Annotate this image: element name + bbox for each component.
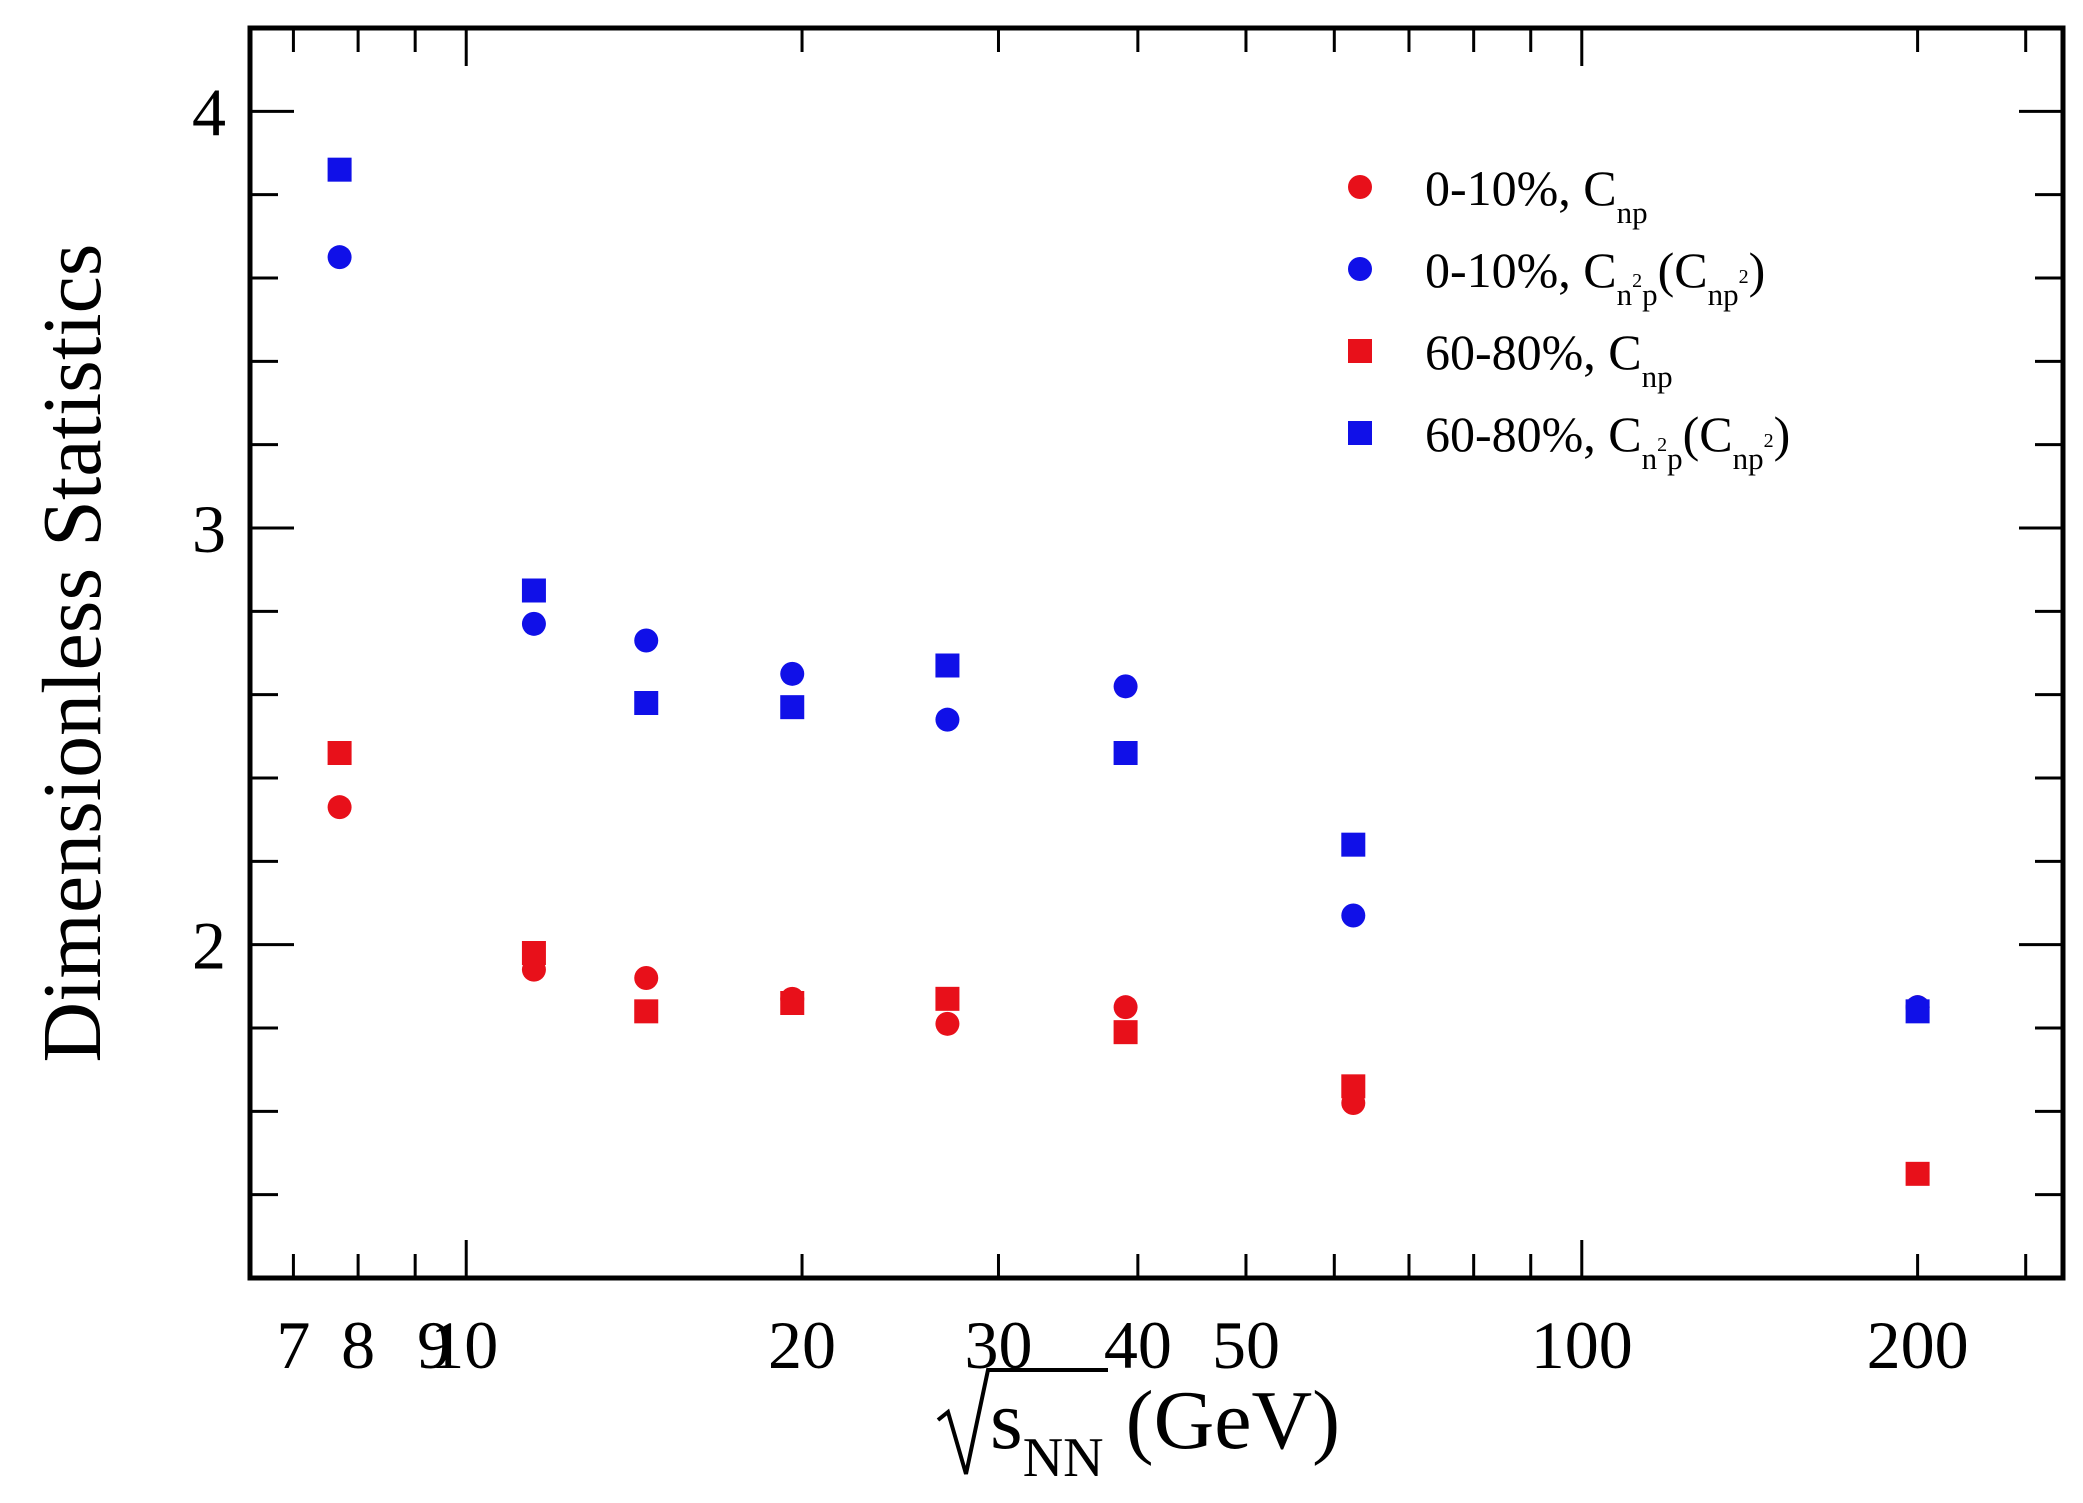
series-1-point-4 bbox=[935, 707, 960, 732]
series-3-point-7 bbox=[1905, 999, 1930, 1024]
legend-marker-0 bbox=[1348, 175, 1372, 199]
legend-label-2: 60-80%, Cnp bbox=[1425, 324, 1673, 394]
y-tick-label-4: 4 bbox=[192, 74, 226, 150]
x-axis-label: sNN (GeV) bbox=[936, 1368, 1340, 1489]
legend-label-1: 0-10%, Cn2p(Cnp2) bbox=[1425, 242, 1765, 312]
series-3-point-4 bbox=[935, 653, 960, 678]
series-1-point-1 bbox=[521, 611, 546, 636]
legend-marker-2 bbox=[1348, 339, 1372, 363]
x-tick-label-100: 100 bbox=[1531, 1307, 1633, 1383]
x-tick-label-50: 50 bbox=[1212, 1307, 1280, 1383]
legend-label-3: 60-80%, Cn2p(Cnp2) bbox=[1425, 406, 1790, 476]
x-axis-unit: (GeV) bbox=[1126, 1374, 1341, 1467]
marks-layer bbox=[327, 157, 1930, 1186]
series-3-point-5 bbox=[1113, 741, 1138, 765]
legend-label-0: 0-10%, Cnp bbox=[1425, 160, 1648, 230]
series-2-point-3 bbox=[780, 991, 805, 1015]
series-2-point-0 bbox=[327, 741, 352, 765]
series-3-point-1 bbox=[521, 578, 546, 603]
series-3-point-2 bbox=[634, 691, 659, 715]
y-axis-label: Dimensionless Statistics bbox=[26, 244, 119, 1063]
series-1-point-6 bbox=[1341, 903, 1366, 928]
x-tick-label-9: 9 bbox=[417, 1307, 451, 1383]
series-0-point-0 bbox=[327, 795, 352, 820]
series-1-point-2 bbox=[634, 628, 659, 653]
series-0-point-2 bbox=[634, 966, 659, 990]
x-tick-label-40: 40 bbox=[1104, 1307, 1172, 1383]
ticks-layer bbox=[250, 28, 2063, 1278]
series-0-point-5 bbox=[1113, 995, 1138, 1020]
x-axis-label-text: sNN (GeV) bbox=[990, 1374, 1340, 1489]
series-0-point-4 bbox=[935, 1011, 960, 1036]
series-2-point-4 bbox=[935, 986, 960, 1011]
y-tick-label-2: 2 bbox=[192, 908, 226, 984]
x-tick-label-8: 8 bbox=[341, 1307, 375, 1383]
legend: 0-10%, Cnp 0-10%, Cn2p(Cnp2) 60-80%, Cnp 60… bbox=[1348, 160, 1790, 476]
legend-marker-1 bbox=[1348, 257, 1372, 281]
series-1-point-5 bbox=[1113, 674, 1138, 699]
x-tick-label-200: 200 bbox=[1867, 1307, 1969, 1383]
legend-marker-3 bbox=[1348, 421, 1372, 445]
series-1-point-0 bbox=[327, 245, 352, 270]
series-2-point-2 bbox=[634, 999, 659, 1024]
x-tick-label-20: 20 bbox=[768, 1307, 836, 1383]
series-1-point-3 bbox=[780, 661, 805, 686]
series-2-point-6 bbox=[1341, 1074, 1366, 1099]
series-3-point-3 bbox=[780, 695, 805, 720]
plot-area-frame bbox=[247, 25, 2066, 1281]
x-tick-label-7: 7 bbox=[276, 1307, 310, 1383]
x-axis-radicand: s bbox=[990, 1374, 1023, 1467]
series-3-point-6 bbox=[1341, 832, 1366, 857]
series-2-point-7 bbox=[1905, 1161, 1930, 1186]
radical-sign bbox=[936, 1368, 1108, 1475]
y-tick-label-3: 3 bbox=[192, 491, 226, 567]
x-tick-label-10: 10 bbox=[430, 1307, 498, 1383]
series-2-point-5 bbox=[1113, 1020, 1138, 1045]
series-2-point-1 bbox=[521, 941, 546, 965]
series-3-point-0 bbox=[327, 157, 352, 182]
x-axis-subscript: NN bbox=[1023, 1427, 1104, 1489]
